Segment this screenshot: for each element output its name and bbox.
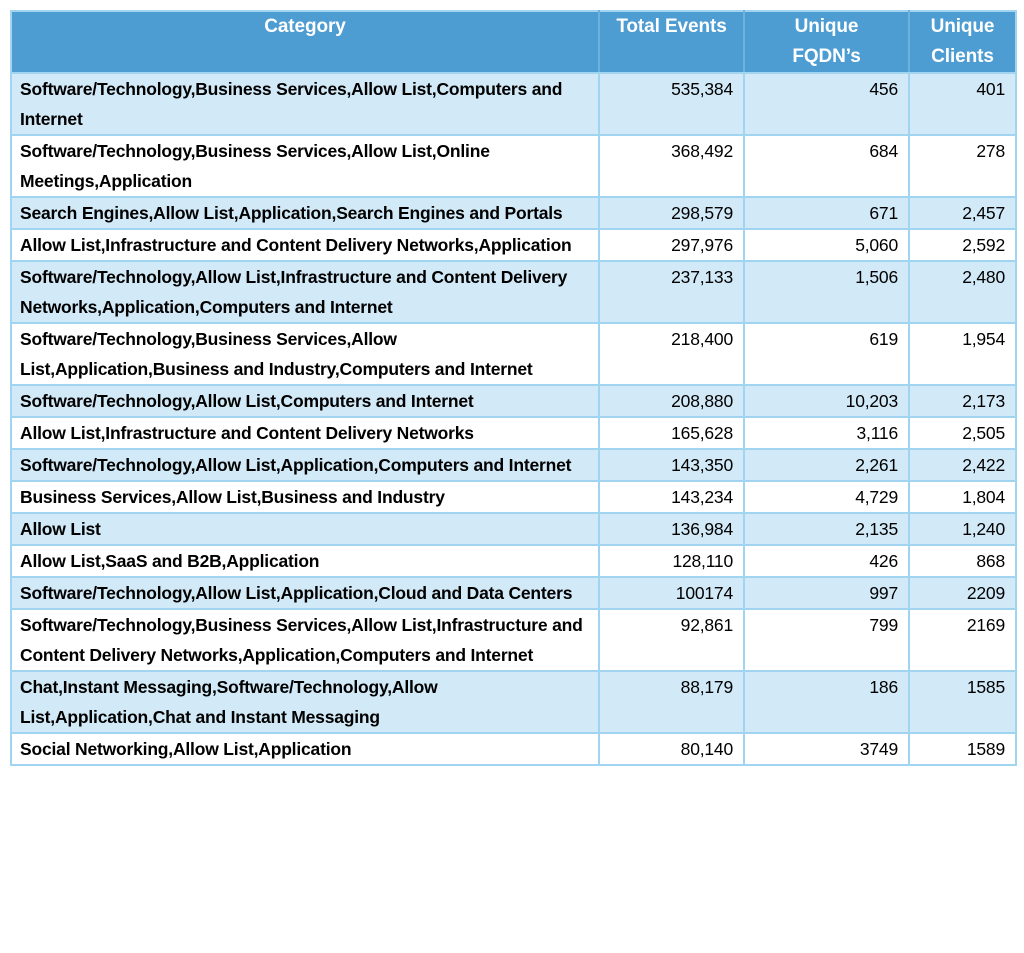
unique-clients-cell: 1,804 bbox=[908, 480, 1017, 514]
table-row: Allow List 136,984 2,135 1,240 bbox=[10, 512, 1017, 546]
total-events-cell: 80,140 bbox=[598, 732, 745, 766]
unique-fqdns-cell: 619 bbox=[743, 322, 910, 386]
unique-fqdns-cell: 3749 bbox=[743, 732, 910, 766]
column-header-unique-clients: Unique Clients bbox=[908, 11, 1016, 74]
unique-fqdns-cell: 10,203 bbox=[743, 384, 910, 418]
unique-clients-cell: 2,505 bbox=[908, 416, 1017, 450]
unique-fqdns-cell: 671 bbox=[743, 196, 910, 230]
unique-fqdns-cell: 5,060 bbox=[743, 228, 910, 262]
table-row: Allow List,Infrastructure and Content De… bbox=[10, 416, 1017, 450]
table-row: Software/Technology,Business Services,Al… bbox=[10, 322, 1017, 386]
unique-fqdns-cell: 186 bbox=[743, 670, 910, 734]
total-events-cell: 297,976 bbox=[598, 228, 745, 262]
unique-clients-cell: 2,173 bbox=[908, 384, 1017, 418]
total-events-cell: 100174 bbox=[598, 576, 745, 610]
category-cell: Allow List bbox=[10, 512, 600, 546]
category-cell: Software/Technology,Allow List,Applicati… bbox=[10, 576, 600, 610]
table-body: Software/Technology,Business Services,Al… bbox=[10, 72, 1017, 766]
unique-fqdns-cell: 456 bbox=[743, 72, 910, 136]
total-events-cell: 218,400 bbox=[598, 322, 745, 386]
unique-clients-cell: 1589 bbox=[908, 732, 1017, 766]
category-cell: Software/Technology,Allow List,Infrastru… bbox=[10, 260, 600, 324]
unique-clients-cell: 2,422 bbox=[908, 448, 1017, 482]
unique-clients-cell: 2,592 bbox=[908, 228, 1017, 262]
unique-fqdns-cell: 799 bbox=[743, 608, 910, 672]
total-events-cell: 88,179 bbox=[598, 670, 745, 734]
unique-clients-cell: 2,457 bbox=[908, 196, 1017, 230]
category-cell: Search Engines,Allow List,Application,Se… bbox=[10, 196, 600, 230]
unique-clients-cell: 1585 bbox=[908, 670, 1017, 734]
unique-clients-cell: 2169 bbox=[908, 608, 1017, 672]
table-row: Business Services,Allow List,Business an… bbox=[10, 480, 1017, 514]
table-header: Category Total Events Unique FQDN’s Uniq… bbox=[11, 11, 1016, 74]
unique-fqdns-cell: 4,729 bbox=[743, 480, 910, 514]
category-cell: Software/Technology,Business Services,Al… bbox=[10, 72, 600, 136]
unique-clients-cell: 2,480 bbox=[908, 260, 1017, 324]
unique-clients-cell: 401 bbox=[908, 72, 1017, 136]
table-row: Software/Technology,Business Services,Al… bbox=[10, 608, 1017, 672]
table-row: Software/Technology,Allow List,Infrastru… bbox=[10, 260, 1017, 324]
unique-fqdns-cell: 3,116 bbox=[743, 416, 910, 450]
table-row: Software/Technology,Business Services,Al… bbox=[10, 72, 1017, 136]
category-cell: Allow List,Infrastructure and Content De… bbox=[10, 416, 600, 450]
total-events-cell: 143,350 bbox=[598, 448, 745, 482]
unique-fqdns-cell: 2,261 bbox=[743, 448, 910, 482]
table-row: Software/Technology,Allow List,Applicati… bbox=[10, 448, 1017, 482]
category-cell: Business Services,Allow List,Business an… bbox=[10, 480, 600, 514]
events-by-category-table: Category Total Events Unique FQDN’s Uniq… bbox=[10, 10, 1017, 766]
total-events-cell: 237,133 bbox=[598, 260, 745, 324]
total-events-cell: 535,384 bbox=[598, 72, 745, 136]
category-cell: Software/Technology,Allow List,Applicati… bbox=[10, 448, 600, 482]
table-row: Software/Technology,Business Services,Al… bbox=[10, 134, 1017, 198]
total-events-cell: 298,579 bbox=[598, 196, 745, 230]
unique-fqdns-cell: 2,135 bbox=[743, 512, 910, 546]
column-header-unique-fqdns: Unique FQDN’s bbox=[743, 11, 909, 74]
unique-clients-cell: 1,240 bbox=[908, 512, 1017, 546]
total-events-cell: 92,861 bbox=[598, 608, 745, 672]
total-events-cell: 136,984 bbox=[598, 512, 745, 546]
category-cell: Social Networking,Allow List,Application bbox=[10, 732, 600, 766]
category-cell: Software/Technology,Business Services,Al… bbox=[10, 134, 600, 198]
total-events-cell: 368,492 bbox=[598, 134, 745, 198]
category-cell: Chat,Instant Messaging,Software/Technolo… bbox=[10, 670, 600, 734]
total-events-cell: 143,234 bbox=[598, 480, 745, 514]
header-row: Category Total Events Unique FQDN’s Uniq… bbox=[11, 11, 1016, 74]
table-row: Software/Technology,Allow List,Applicati… bbox=[10, 576, 1017, 610]
table-row: Allow List,SaaS and B2B,Application 128,1… bbox=[10, 544, 1017, 578]
unique-clients-cell: 1,954 bbox=[908, 322, 1017, 386]
category-cell: Software/Technology,Business Services,Al… bbox=[10, 322, 600, 386]
table-row: Chat,Instant Messaging,Software/Technolo… bbox=[10, 670, 1017, 734]
table-row: Social Networking,Allow List,Application… bbox=[10, 732, 1017, 766]
column-header-total-events: Total Events bbox=[598, 11, 744, 74]
table-row: Search Engines,Allow List,Application,Se… bbox=[10, 196, 1017, 230]
category-cell: Software/Technology,Business Services,Al… bbox=[10, 608, 600, 672]
unique-fqdns-cell: 684 bbox=[743, 134, 910, 198]
total-events-cell: 208,880 bbox=[598, 384, 745, 418]
total-events-cell: 128,110 bbox=[598, 544, 745, 578]
category-cell: Software/Technology,Allow List,Computers… bbox=[10, 384, 600, 418]
unique-fqdns-cell: 1,506 bbox=[743, 260, 910, 324]
table-row: Allow List,Infrastructure and Content De… bbox=[10, 228, 1017, 262]
column-header-category: Category bbox=[11, 11, 599, 74]
category-cell: Allow List,Infrastructure and Content De… bbox=[10, 228, 600, 262]
unique-clients-cell: 2209 bbox=[908, 576, 1017, 610]
unique-clients-cell: 868 bbox=[908, 544, 1017, 578]
unique-fqdns-cell: 426 bbox=[743, 544, 910, 578]
unique-clients-cell: 278 bbox=[908, 134, 1017, 198]
table-row: Software/Technology,Allow List,Computers… bbox=[10, 384, 1017, 418]
category-cell: Allow List,SaaS and B2B,Application bbox=[10, 544, 600, 578]
unique-fqdns-cell: 997 bbox=[743, 576, 910, 610]
total-events-cell: 165,628 bbox=[598, 416, 745, 450]
